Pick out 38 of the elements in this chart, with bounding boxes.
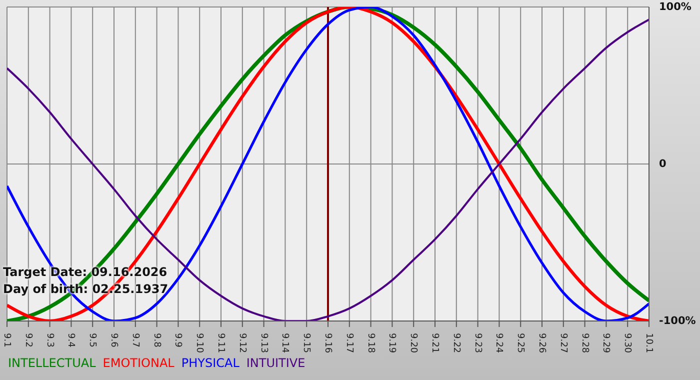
x-tick-label: 10.1 [644, 333, 654, 354]
y-tick-label: -100% [659, 314, 696, 327]
x-tick-label: 9.7 [130, 333, 140, 348]
x-tick-label: 9.30 [622, 333, 632, 354]
x-tick-label: 9.23 [472, 333, 482, 354]
x-tick-label: 9.9 [172, 333, 183, 348]
x-tick-label: 9.19 [386, 333, 397, 354]
text: INTELLECTUAL [8, 356, 96, 370]
x-tick-label: 9.28 [579, 333, 590, 354]
x-tick-label: 9.1 [2, 333, 12, 348]
x-tick-label: 9.16 [322, 333, 333, 354]
x-tick-label: 9.2 [22, 333, 33, 348]
x-tick-label: 9.3 [44, 333, 54, 348]
x-tick-label: 9.13 [258, 333, 268, 354]
x-tick-label: 9.4 [66, 333, 76, 348]
x-tick-label: 9.14 [280, 333, 290, 354]
x-tick-label: 9.6 [108, 333, 119, 348]
y-tick-label: 0 [659, 158, 666, 170]
x-tick-label: 9.22 [450, 333, 461, 354]
x-tick-label: 9.26 [536, 333, 547, 354]
x-tick-label: 9.11 [216, 333, 226, 354]
x-tick-label: 9.21 [430, 333, 440, 354]
x-tick-label: 9.18 [365, 333, 376, 354]
x-tick-label: 9.15 [301, 333, 312, 354]
text: INTUITIVE [246, 356, 306, 370]
x-tick-label: 9.25 [515, 333, 526, 354]
x-tick-label: 9.8 [151, 333, 162, 348]
x-tick-label: 9.17 [344, 333, 354, 354]
text: PHYSICAL [181, 356, 240, 370]
x-tick-label: 9.10 [194, 333, 204, 354]
x-tick-label: 9.20 [408, 333, 418, 354]
x-tick-label: 9.12 [236, 333, 247, 354]
x-tick-label: 9.24 [494, 333, 504, 354]
text: EMOTIONAL [102, 356, 174, 370]
x-tick-label: 9.5 [87, 333, 98, 348]
x-tick-label: 9.27 [558, 333, 568, 354]
x-tick-label: 9.29 [600, 333, 611, 354]
y-tick-label: 100% [659, 0, 692, 13]
